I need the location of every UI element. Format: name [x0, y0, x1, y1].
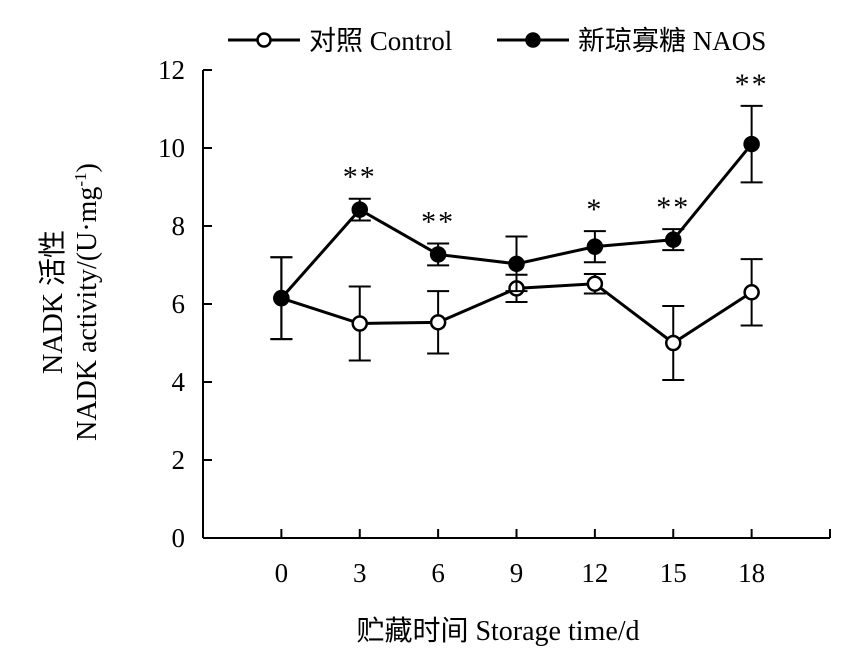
y-tick-label: 10: [158, 133, 185, 163]
significance-mark: **: [656, 191, 690, 224]
x-tick-label: 18: [738, 558, 765, 588]
y-axis-label-line2-prefix: NADK activity/(U·mg: [72, 187, 103, 441]
data-point: [508, 255, 525, 273]
data-point: [429, 314, 447, 331]
y-tick-label: 8: [172, 211, 186, 241]
data-point: [429, 246, 447, 263]
legend-marker-control: [256, 32, 272, 48]
y-axis-label-line2: NADK activity/(U·mg-1): [71, 163, 103, 441]
y-tick-label: 12: [158, 55, 185, 85]
data-point: [586, 275, 604, 292]
y-axis-label-line2-sup: -1: [71, 172, 90, 186]
y-tick-label: 4: [172, 367, 186, 397]
data-point: [273, 289, 290, 307]
x-tick-label: 15: [660, 558, 687, 588]
y-tick-label: 6: [172, 289, 186, 319]
legend-label-control: 对照 Control: [309, 26, 452, 56]
data-point: [351, 201, 368, 218]
data-point: [665, 231, 682, 248]
x-ticks: 0 3 6 9 12 15 18: [202, 529, 831, 588]
significance-marks: **** * ****: [343, 68, 769, 239]
x-tick-label: 3: [353, 558, 367, 588]
y-axis-label: NADK 活性 NADK activity/(U·mg-1): [37, 163, 103, 441]
series: [270, 104, 763, 382]
x-axis-label: 贮藏时间 Storage time/d: [356, 615, 639, 647]
data-point: [351, 315, 368, 332]
significance-mark: **: [735, 68, 769, 101]
data-point: [743, 135, 760, 153]
x-tick-label: 12: [581, 558, 608, 588]
series-1: [270, 104, 763, 341]
x-tick-label: 9: [510, 558, 524, 588]
legend-marker-naos: [525, 32, 541, 48]
significance-mark: *: [586, 193, 603, 226]
data-point: [665, 334, 682, 352]
data-point: [586, 238, 604, 255]
significance-mark: **: [421, 206, 455, 239]
x-tick-label: 0: [275, 558, 289, 588]
legend-label-naos: 新琼寡糖 NAOS: [578, 26, 766, 56]
x-tick-label: 6: [431, 558, 445, 588]
y-tick-label: 2: [172, 445, 186, 475]
y-ticks: 0 2 4 6 8 10 12: [158, 55, 212, 553]
data-point: [743, 284, 760, 301]
y-tick-label: 0: [172, 523, 186, 553]
y-axis-label-line2-suffix: ): [72, 163, 103, 172]
legend: 对照 Control 新琼寡糖 NAOS: [228, 26, 766, 56]
y-axis-label-line1: NADK 活性: [37, 230, 69, 374]
significance-mark: **: [343, 161, 377, 194]
